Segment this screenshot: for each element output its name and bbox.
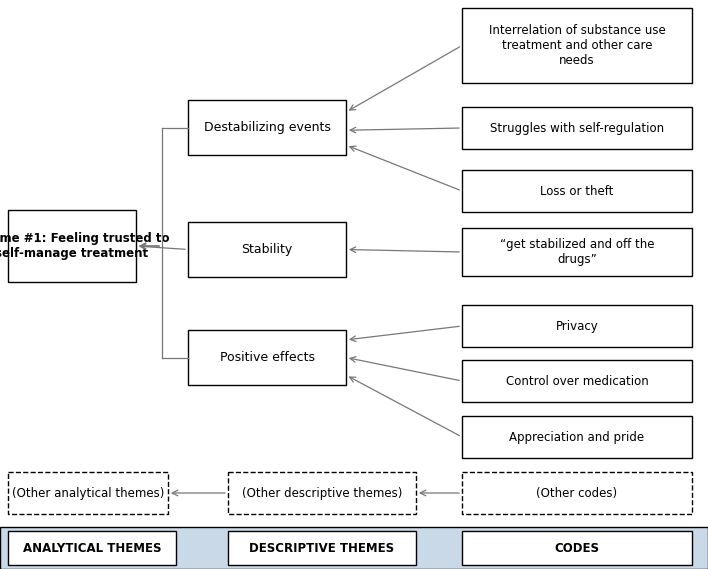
Text: Theme #1: Feeling trusted to
self-manage treatment: Theme #1: Feeling trusted to self-manage…: [0, 232, 169, 260]
Bar: [462, 8, 692, 83]
Text: Destabilizing events: Destabilizing events: [204, 121, 331, 134]
Text: Privacy: Privacy: [556, 320, 598, 332]
Text: DESCRIPTIVE THEMES: DESCRIPTIVE THEMES: [249, 542, 394, 555]
Text: Loss or theft: Loss or theft: [540, 184, 614, 197]
Bar: [462, 170, 692, 212]
Text: Interrelation of substance use
treatment and other care
needs: Interrelation of substance use treatment…: [489, 24, 666, 67]
Bar: [228, 531, 416, 565]
Bar: [188, 100, 346, 155]
Bar: [462, 228, 692, 276]
Text: Positive effects: Positive effects: [219, 351, 314, 364]
Text: (Other codes): (Other codes): [537, 486, 617, 500]
Bar: [462, 472, 692, 514]
Bar: [462, 107, 692, 149]
Text: Control over medication: Control over medication: [506, 374, 649, 387]
Bar: [8, 210, 136, 282]
Bar: [8, 531, 176, 565]
Bar: [462, 531, 692, 565]
Bar: [0, 527, 708, 569]
Text: (Other analytical themes): (Other analytical themes): [12, 486, 164, 500]
Text: Appreciation and pride: Appreciation and pride: [510, 431, 644, 443]
Text: CODES: CODES: [554, 542, 600, 555]
Bar: [462, 416, 692, 458]
Bar: [228, 472, 416, 514]
Text: Stability: Stability: [241, 243, 292, 256]
Bar: [462, 305, 692, 347]
Text: Struggles with self-regulation: Struggles with self-regulation: [490, 122, 664, 134]
Text: “get stabilized and off the
drugs”: “get stabilized and off the drugs”: [500, 238, 654, 266]
Bar: [188, 222, 346, 277]
Bar: [462, 360, 692, 402]
Bar: [188, 330, 346, 385]
Bar: [8, 472, 168, 514]
Text: ANALYTICAL THEMES: ANALYTICAL THEMES: [23, 542, 161, 555]
Text: (Other descriptive themes): (Other descriptive themes): [242, 486, 402, 500]
